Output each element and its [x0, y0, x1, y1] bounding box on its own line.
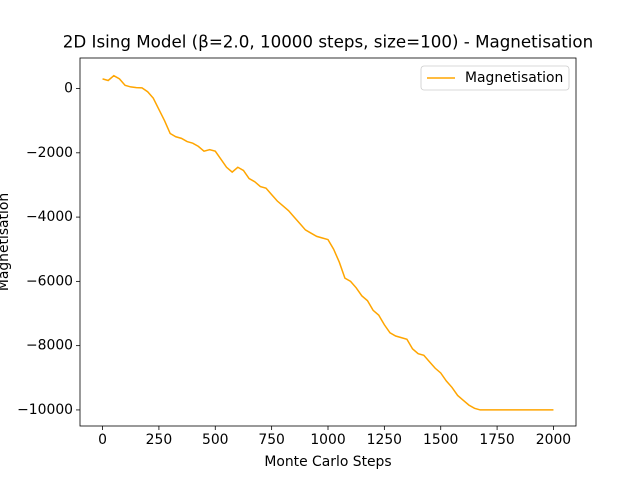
y-tick-label: −4000: [26, 209, 73, 225]
data-line: [102, 74, 554, 411]
y-tick-label: −8000: [26, 338, 73, 354]
y-tick-label: 0: [64, 81, 73, 97]
x-axis-label: Monte Carlo Steps: [264, 454, 391, 470]
x-tick-label: 1500: [423, 432, 458, 448]
x-tick-label: 1000: [310, 432, 345, 448]
y-tick-label: −2000: [26, 145, 73, 161]
x-tick-label: 1250: [367, 432, 402, 448]
y-axis-label: Magnetisation: [0, 193, 12, 291]
legend-box: [420, 65, 570, 91]
x-tick-label: 500: [202, 432, 229, 448]
legend-label: Magnetisation: [465, 70, 563, 86]
x-tick-label: 250: [146, 432, 173, 448]
chart-title: 2D Ising Model (β=2.0, 10000 steps, size…: [63, 32, 593, 52]
y-tick-label: −6000: [26, 273, 73, 289]
plot-frame: [79, 57, 577, 427]
x-tick-label: 0: [98, 432, 107, 448]
y-tick-label: −10000: [17, 402, 73, 418]
x-tick-label: 2000: [536, 432, 571, 448]
x-tick-label: 1750: [479, 432, 514, 448]
x-tick-label: 750: [258, 432, 285, 448]
